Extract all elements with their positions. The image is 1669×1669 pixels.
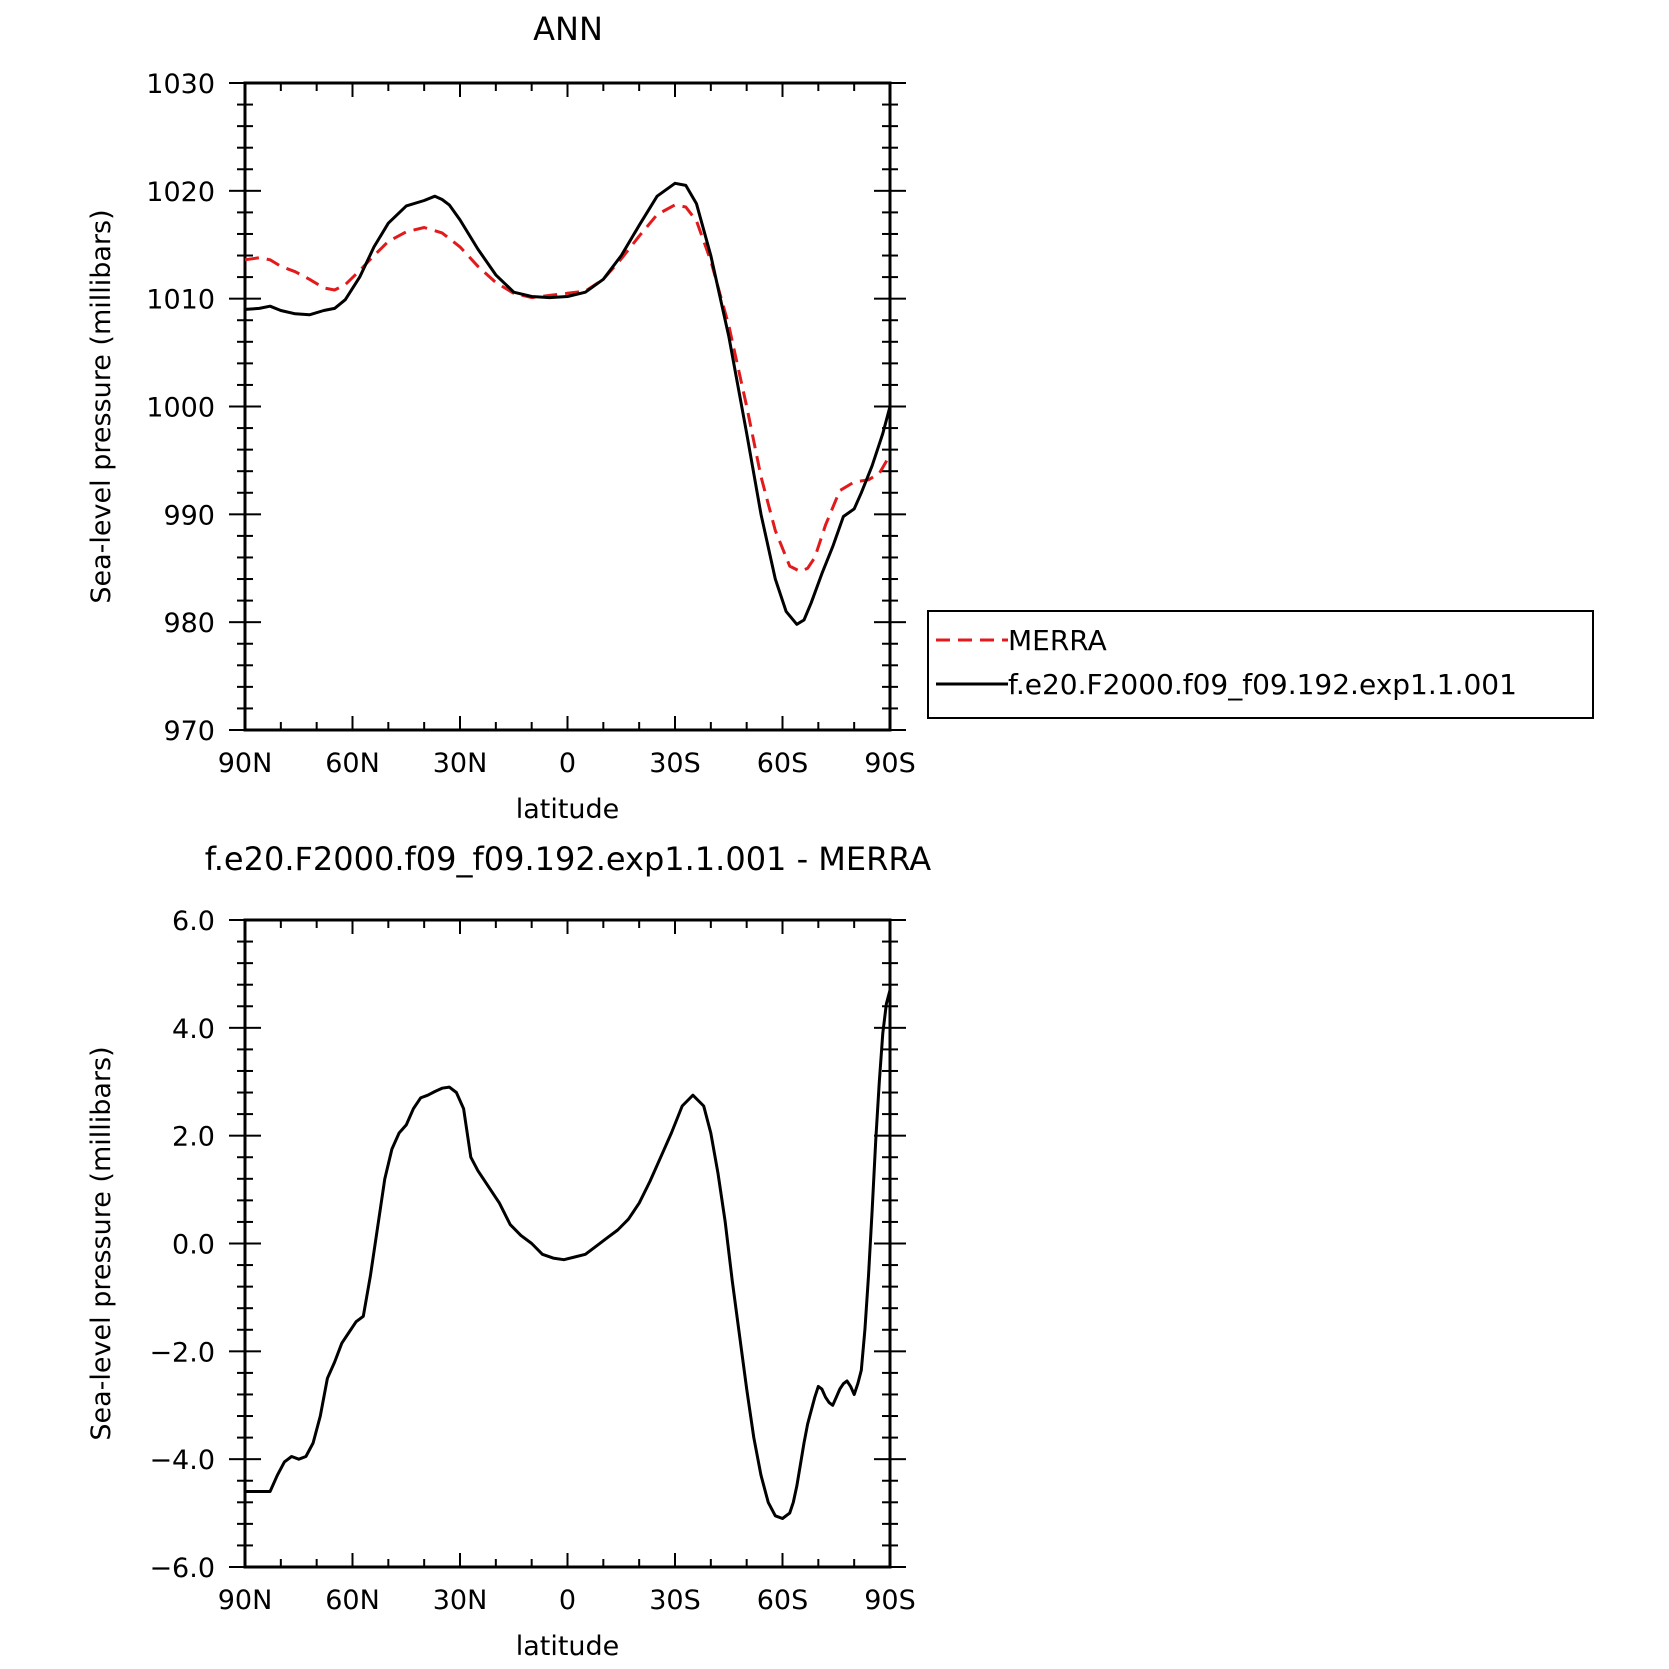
y-tick-label: 1010 xyxy=(146,285,215,316)
y-axis-label: Sea-level pressure (millibars) xyxy=(86,209,117,603)
series-line-merra xyxy=(244,203,892,573)
x-tick-label: 30N xyxy=(433,1585,488,1616)
y-tick-label: −4.0 xyxy=(149,1445,215,1476)
y-tick-label: −2.0 xyxy=(149,1337,215,1368)
y-tick-label: 980 xyxy=(163,608,215,639)
y-axis-label: Sea-level pressure (millibars) xyxy=(86,1046,117,1440)
legend-box xyxy=(927,610,1594,719)
plot-frame xyxy=(243,81,892,732)
legend: MERRA f.e20.F2000.f09_f09.192.exp1.1.001 xyxy=(927,610,1594,719)
y-tick-label: 990 xyxy=(163,500,215,531)
plot-frame xyxy=(243,918,892,1569)
x-tick-label: 0 xyxy=(559,748,576,779)
legend-label: MERRA xyxy=(1008,624,1107,657)
y-tick-label: 1030 xyxy=(146,69,215,100)
chart-title: f.e20.F2000.f09_f09.192.exp1.1.001 - MER… xyxy=(205,840,932,878)
series-line-difference xyxy=(245,989,892,1520)
x-axis-label: latitude xyxy=(516,1631,620,1662)
y-tick-label: 970 xyxy=(163,716,215,747)
x-axis-label: latitude xyxy=(516,794,620,825)
y-tick-label: 4.0 xyxy=(172,1014,215,1045)
x-tick-label: 30S xyxy=(649,748,701,779)
top-panel: ANN 90N 60N 30N 0 30S 60S 90S 970 980 990 1000 1010 1… xyxy=(86,10,916,825)
series-line-model xyxy=(244,181,892,626)
x-tick-label: 90S xyxy=(864,1585,916,1616)
y-tick-label: 0.0 xyxy=(172,1230,215,1261)
x-tick-label: 60S xyxy=(757,1585,809,1616)
x-tick-label: 30N xyxy=(433,748,488,779)
x-tick-label: 90S xyxy=(864,748,916,779)
legend-label: f.e20.F2000.f09_f09.192.exp1.1.001 xyxy=(1008,668,1517,701)
y-tick-label: 2.0 xyxy=(172,1122,215,1153)
y-tick-label: −6.0 xyxy=(149,1553,215,1584)
x-tick-label: 60S xyxy=(757,748,809,779)
x-tick-label: 60N xyxy=(325,748,380,779)
chart-title: ANN xyxy=(533,10,603,48)
y-tick-label: 1000 xyxy=(146,393,215,424)
x-tick-label: 30S xyxy=(649,1585,701,1616)
x-tick-label: 90N xyxy=(218,748,273,779)
y-tick-label: 6.0 xyxy=(172,906,215,937)
bottom-panel: f.e20.F2000.f09_f09.192.exp1.1.001 - MER… xyxy=(86,840,931,1662)
x-tick-label: 60N xyxy=(325,1585,380,1616)
x-tick-label: 0 xyxy=(559,1585,576,1616)
y-tick-label: 1020 xyxy=(146,177,215,208)
x-tick-label: 90N xyxy=(218,1585,273,1616)
